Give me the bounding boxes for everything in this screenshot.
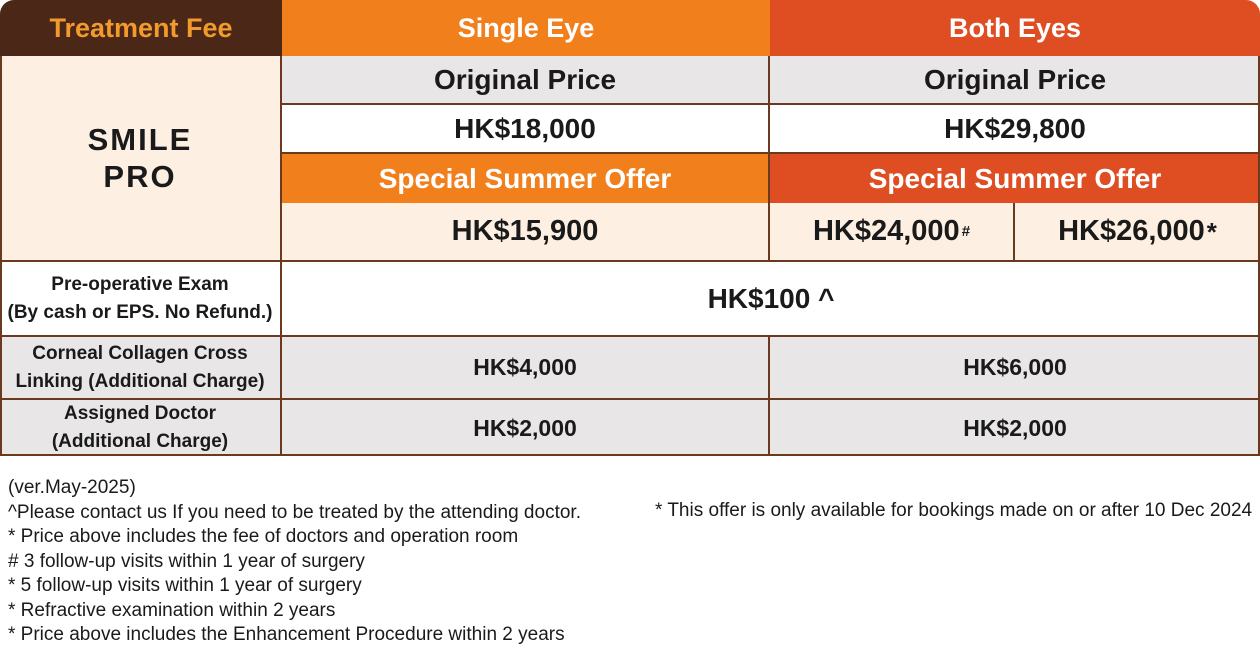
single-original-price-amount: HK$18,000 — [454, 112, 596, 144]
pre-op-exam-value: HK$100 ^ — [282, 262, 1260, 337]
single-eye-header: Single Eye — [282, 0, 770, 56]
pre-op-label-line2: (By cash or EPS. No Refund.) — [7, 301, 273, 323]
doctor-both-amount: HK$2,000 — [963, 414, 1067, 441]
both-offer-amount-b: HK$26,000 — [1058, 215, 1205, 247]
both-original-price-label: Original Price — [770, 56, 1260, 105]
ccl-single-value: HK$4,000 — [282, 337, 770, 400]
pre-op-exam-label: Pre-operative Exam (By cash or EPS. No R… — [0, 262, 282, 337]
smile-pro-line1: SMILE — [87, 122, 193, 157]
ccl-label-line2: Linking (Additional Charge) — [15, 370, 265, 392]
both-eyes-label: Both Eyes — [948, 12, 1082, 43]
pre-op-label-line1: Pre-operative Exam — [51, 273, 229, 295]
note-3-follow-up: # 3 follow-up visits within 1 year of su… — [8, 550, 365, 572]
doctor-label-line2: (Additional Charge) — [51, 431, 229, 452]
ccl-label-line1: Corneal Collagen Cross — [32, 342, 248, 364]
single-offer-text: Special Summer Offer — [378, 162, 672, 194]
both-original-price-amount: HK$29,800 — [944, 112, 1086, 144]
single-offer-price: HK$15,900 — [282, 203, 770, 262]
single-offer-label: Special Summer Offer — [282, 154, 770, 203]
pre-op-amount: HK$100 ^ — [707, 282, 835, 314]
both-offer-text: Special Summer Offer — [868, 162, 1162, 194]
note-offer-availability: * This offer is only available for booki… — [655, 500, 1253, 521]
version-note: (ver.May-2025) — [8, 477, 136, 498]
smile-pro-line2: PRO — [103, 159, 177, 194]
ccl-single-amount: HK$4,000 — [473, 354, 577, 380]
single-original-price-text: Original Price — [433, 63, 617, 95]
single-offer-amount: HK$15,900 — [451, 215, 599, 247]
both-offer-amount-a: HK$24,000 — [812, 215, 960, 247]
doctor-both-value: HK$2,000 — [770, 400, 1260, 456]
ccl-label: Corneal Collagen Cross Linking (Addition… — [0, 337, 282, 400]
note-attending-doctor: ^Please contact us If you need to be tre… — [8, 501, 581, 523]
note-refractive-exam: * Refractive examination within 2 years — [8, 599, 336, 621]
ccl-both-amount: HK$6,000 — [963, 354, 1067, 380]
doctor-label-line1: Assigned Doctor — [63, 403, 217, 424]
single-original-price-value: HK$18,000 — [282, 105, 770, 154]
doctor-single-value: HK$2,000 — [282, 400, 770, 456]
single-original-price-label: Original Price — [282, 56, 770, 105]
assigned-doctor-label: Assigned Doctor (Additional Charge) — [0, 400, 282, 456]
footnotes: (ver.May-2025) ^Please contact us If you… — [8, 476, 581, 648]
asterisk-mark: * — [1206, 216, 1217, 247]
ccl-both-value: HK$6,000 — [770, 337, 1260, 400]
both-eyes-header: Both Eyes — [770, 0, 1260, 56]
treatment-fee-header: Treatment Fee — [0, 0, 282, 56]
treatment-fee-label: Treatment Fee — [49, 12, 233, 43]
smile-pro-cell: SMILE PRO — [0, 56, 282, 262]
doctor-single-amount: HK$2,000 — [473, 414, 577, 441]
note-fee-includes: * Price above includes the fee of doctor… — [8, 526, 519, 547]
both-original-price-value: HK$29,800 — [770, 105, 1260, 154]
both-original-price-text: Original Price — [923, 63, 1107, 95]
both-offer-price-a: HK$24,000 # — [770, 203, 1015, 262]
note-5-follow-up: * 5 follow-up visits within 1 year of su… — [8, 575, 362, 596]
both-offer-price-b: HK$26,000 * — [1015, 203, 1260, 262]
note-enhancement: * Price above includes the Enhancement P… — [8, 624, 565, 645]
single-eye-label: Single Eye — [457, 12, 595, 43]
both-offer-label: Special Summer Offer — [770, 154, 1260, 203]
